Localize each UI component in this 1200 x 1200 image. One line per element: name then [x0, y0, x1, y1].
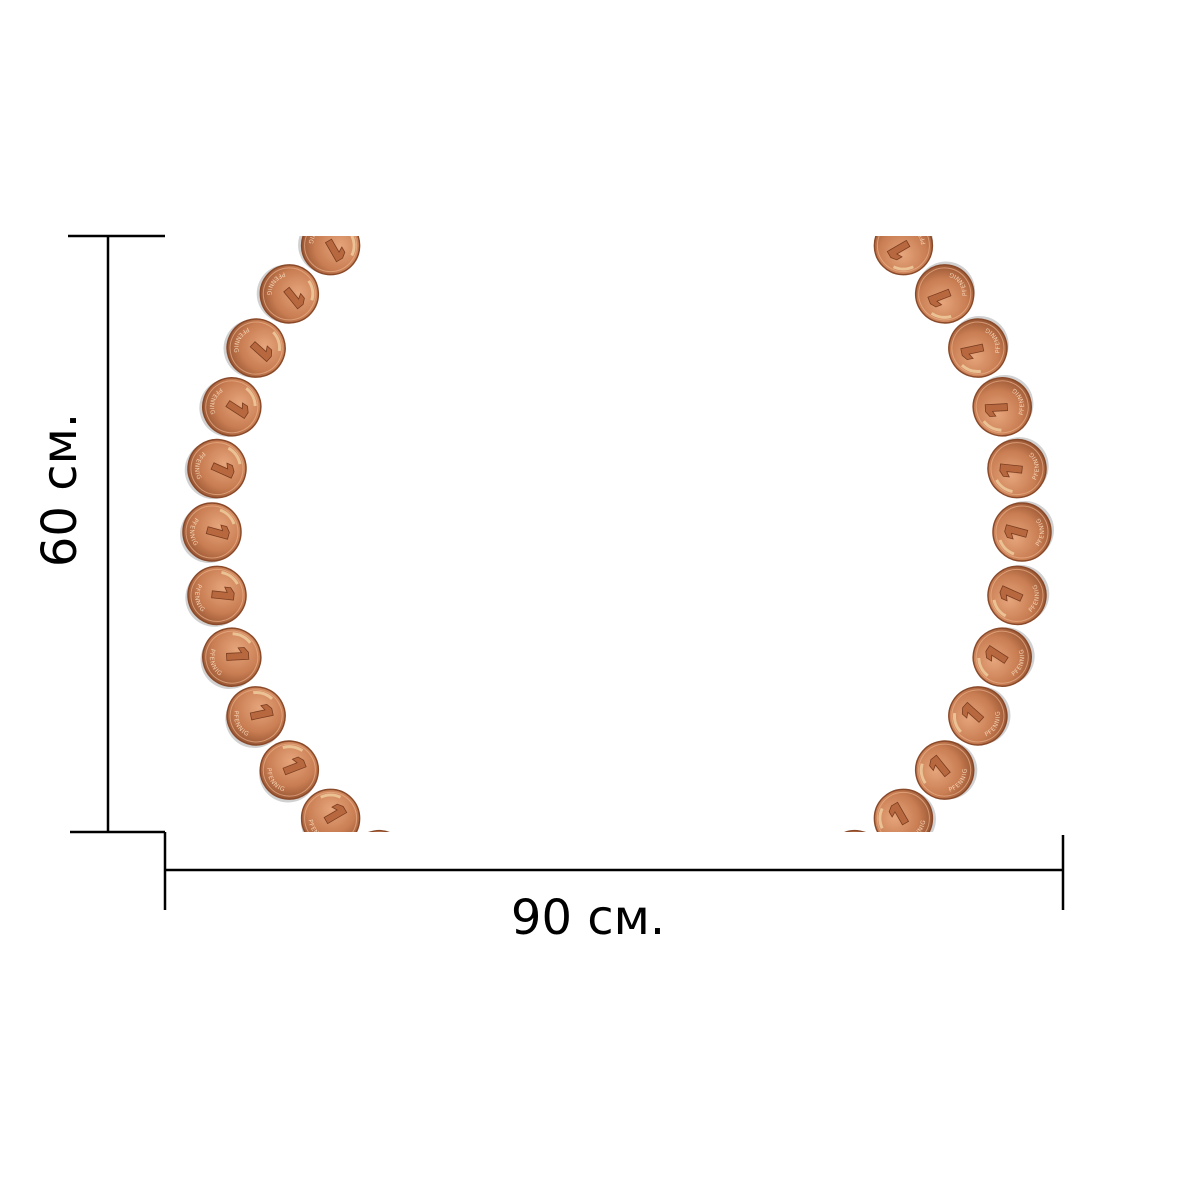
coin: PFENNIG	[914, 261, 975, 324]
coin: PFENNIG	[873, 236, 934, 276]
coin: PFENNIG	[948, 315, 1009, 378]
coin-digit-one	[960, 343, 985, 361]
coin-lettering: PFENNIG	[352, 860, 384, 888]
coin: PFENNIG	[948, 686, 1011, 746]
coin: PFENNIG	[259, 740, 320, 803]
coin-digit-one	[324, 238, 346, 263]
coin-digit-one	[282, 756, 307, 776]
coin-digit-one	[323, 803, 348, 825]
coin: PFENNIG	[873, 788, 936, 832]
coin: PFENNIG	[225, 686, 286, 749]
coin: PFENNIG	[200, 627, 262, 690]
coin-lettering: PFENNIG	[850, 860, 882, 888]
coin-digit-one	[888, 801, 910, 826]
coin-digit-one	[210, 462, 235, 479]
coin: PFENNIG	[185, 565, 247, 627]
coin-digit-one	[1004, 524, 1029, 540]
coin-digit-one	[929, 754, 951, 778]
dimension-lines	[68, 234, 1065, 910]
coin-digit-one	[283, 286, 305, 310]
coin-digit-one	[927, 288, 952, 308]
coin-digit-one	[249, 341, 273, 363]
coin-digit-one	[225, 400, 249, 420]
coin-digit-one	[999, 585, 1024, 602]
coin: PFENNIG	[972, 374, 1034, 437]
coin-digit-one	[211, 586, 235, 601]
coin-digit-one	[961, 701, 985, 723]
coin-digit-one	[841, 843, 860, 868]
coin-digit-one	[984, 403, 1008, 417]
coin-digit-one	[886, 239, 911, 261]
coin: PFENNIG	[199, 377, 262, 437]
coin-lettering: PFENNIG	[188, 516, 200, 548]
coin-ring: PFENNIG PFENNIG PFENNIG PFENNIG PFENNIG	[180, 236, 1054, 888]
coin-digit-one	[226, 647, 250, 661]
coin: PFENNIG	[914, 740, 978, 800]
coin-digit-one	[985, 644, 1009, 664]
width-label: 90 см.	[510, 890, 666, 946]
coin-digit-one	[369, 842, 394, 865]
coin: PFENNIG	[298, 236, 361, 276]
coin-lettering: PFENNIG	[1034, 516, 1046, 548]
coin-digit-one	[999, 463, 1023, 478]
coin: PFENNIG	[256, 264, 320, 324]
coin: PFENNIG	[987, 564, 1050, 626]
coin: PFENNIG	[972, 627, 1035, 687]
coin: PFENNIG	[992, 501, 1054, 562]
height-label: 60 см.	[32, 412, 88, 568]
coin: PFENNIG	[987, 437, 1049, 499]
coin: PFENNIG	[223, 318, 286, 378]
coin-digit-one	[205, 524, 230, 540]
coin: PFENNIG	[180, 502, 242, 563]
coin: PFENNIG	[300, 788, 361, 832]
coin: PFENNIG	[184, 438, 247, 500]
coin-digit-one	[249, 703, 274, 721]
